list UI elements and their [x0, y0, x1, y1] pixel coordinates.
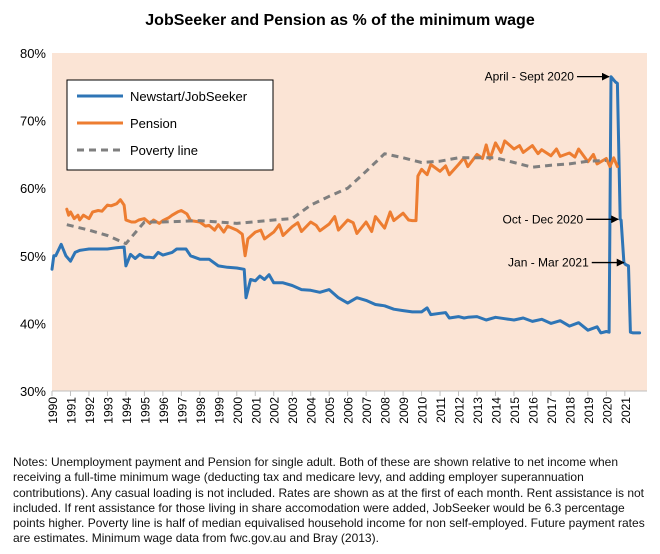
annotation-label: Jan - Mar 2021 [508, 256, 589, 270]
x-tick-label: 2001 [249, 397, 263, 424]
chart-notes: Notes: Unemployment payment and Pension … [13, 455, 645, 546]
y-tick-label: 60% [20, 181, 46, 196]
x-tick-label: 1997 [175, 397, 189, 424]
y-tick-label: 70% [20, 114, 46, 129]
x-tick-label: 2015 [508, 397, 522, 424]
x-tick-label: 2021 [619, 397, 633, 424]
annotation-label: April - Sept 2020 [485, 70, 575, 84]
series-line-pension [65, 139, 619, 258]
x-tick-label: 2018 [563, 397, 577, 424]
x-tick-label: 2013 [471, 397, 485, 424]
series-line-poverty-line [66, 152, 607, 246]
x-tick-label: 1990 [46, 397, 60, 424]
legend-label: Pension [130, 116, 177, 131]
x-tick-label: 2008 [379, 397, 393, 424]
y-axis: 30% 40% 50% 60% 70% 80% [20, 46, 46, 399]
x-tick-label: 1993 [101, 397, 115, 424]
x-tick-label: 1996 [157, 397, 171, 424]
x-tick-label: 1991 [64, 397, 78, 424]
legend-label: Newstart/JobSeeker [130, 89, 248, 104]
x-tick-label: 2000 [231, 397, 245, 424]
legend: Newstart/JobSeeker Pension Poverty line [66, 79, 274, 171]
x-axis: 1990 1991 1992 1993 1994 1995 1996 1997 1998 1999… [46, 390, 647, 424]
x-tick-label: 2012 [453, 397, 467, 424]
y-tick-label: 40% [20, 316, 46, 331]
x-tick-label: 2014 [489, 397, 503, 424]
x-tick-label: 2004 [305, 397, 319, 424]
x-tick-label: 2003 [286, 397, 300, 424]
y-tick-label: 80% [20, 46, 46, 61]
x-tick-label: 1995 [138, 397, 152, 424]
x-tick-label: 2006 [342, 397, 356, 424]
x-tick-label: 2019 [582, 397, 596, 424]
annotations: April - Sept 2020 Oct - Dec 2020 Jan - Mar… [485, 70, 625, 270]
chart-title: JobSeeker and Pension as % of the minimu… [145, 12, 535, 29]
x-tick-label: 1992 [83, 397, 97, 424]
legend-label: Poverty line [130, 143, 198, 158]
x-tick-label: 2002 [268, 397, 282, 424]
x-tick-label: 2020 [600, 397, 614, 424]
x-tick-label: 2007 [360, 397, 374, 424]
x-tick-label: 2016 [526, 397, 540, 424]
series-layer [50, 75, 642, 335]
x-tick-label: 1999 [212, 397, 226, 424]
x-tick-label: 2017 [545, 397, 559, 424]
x-tick-label: 1998 [194, 397, 208, 424]
annotation-label: Oct - Dec 2020 [503, 212, 584, 226]
x-tick-label: 1994 [120, 397, 134, 424]
x-tick-label: 2005 [323, 397, 337, 424]
series-line-newstart-jobseeker [50, 75, 642, 335]
x-tick-label: 2010 [416, 397, 430, 424]
x-tick-label: 2009 [397, 397, 411, 424]
y-tick-label: 50% [20, 249, 46, 264]
y-tick-label: 30% [20, 384, 46, 399]
x-tick-label: 2011 [434, 397, 448, 423]
chart: JobSeeker and Pension as % of the minimu… [20, 12, 647, 424]
